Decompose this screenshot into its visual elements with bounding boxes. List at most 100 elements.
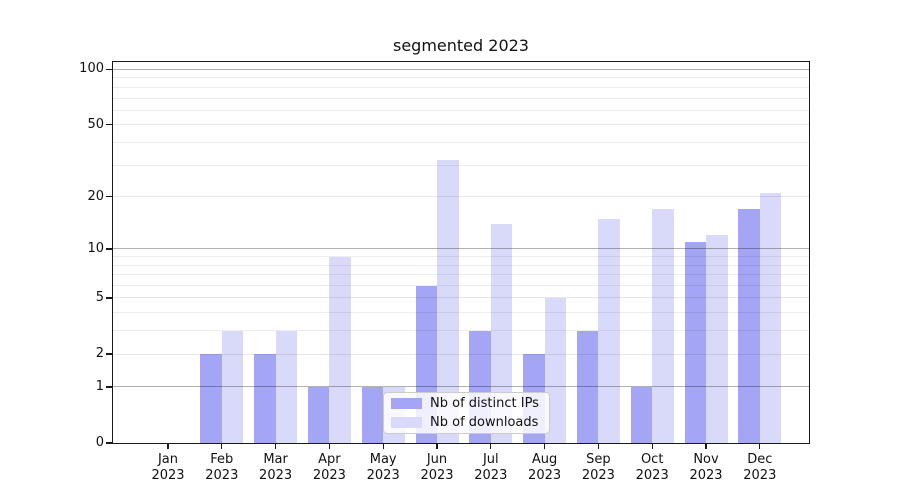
bar-distinct-ips-mar: [254, 354, 276, 443]
x-tick-year: 2023: [312, 467, 346, 483]
gridline-20: [113, 196, 809, 198]
y-tick-mark: [106, 297, 112, 299]
bar-downloads-feb: [221, 330, 244, 443]
x-tick-year: 2023: [366, 467, 400, 483]
x-tick-month: Nov: [693, 452, 719, 467]
legend: Nb of distinct IPs Nb of downloads: [383, 392, 550, 434]
x-tick-year: 2023: [151, 467, 185, 483]
grid-layer: [113, 62, 809, 443]
x-tick-month: Feb: [210, 452, 234, 467]
bar-distinct-ips-oct: [630, 386, 653, 443]
x-tick-year: 2023: [743, 467, 777, 483]
x-tick-month: Sep: [586, 452, 611, 467]
legend-label-distinct-ips: Nb of distinct IPs: [430, 396, 539, 411]
legend-swatch-downloads: [391, 417, 422, 428]
x-tick-month: Jan: [157, 452, 179, 467]
x-tick-mark: [651, 444, 653, 449]
x-tick-mark: [274, 444, 277, 449]
x-tick-month: Dec: [747, 452, 773, 467]
x-tick-label-aug: Aug 2023: [515, 452, 575, 483]
gridline-60: [113, 109, 809, 111]
x-tick-mark: [705, 444, 707, 449]
x-tick-mark: [490, 444, 492, 449]
gridline-7: [113, 274, 809, 276]
gridline-5: [113, 297, 809, 299]
gridline-3: [113, 330, 809, 332]
bar-distinct-ips-dec: [738, 209, 760, 443]
y-tick-mark: [106, 353, 112, 355]
gridline-40: [113, 141, 809, 143]
y-tick-label-0: 0: [95, 435, 104, 450]
legend-item-downloads: Nb of downloads: [391, 415, 542, 431]
x-tick-mark: [167, 444, 169, 449]
x-tick-year: 2023: [689, 467, 723, 483]
gridline-30: [113, 164, 809, 166]
bar-distinct-ips-apr: [307, 386, 330, 443]
gridline-50: [113, 124, 809, 126]
bar-downloads-jun: [437, 160, 459, 443]
x-tick-month: Jul: [482, 452, 499, 467]
gridline-6: [113, 285, 809, 287]
gridline-8: [113, 264, 809, 266]
bar-downloads-jul: [490, 223, 513, 443]
x-tick-month: Jun: [426, 452, 448, 467]
x-tick-mark: [543, 444, 546, 449]
x-tick-month: Oct: [640, 452, 664, 467]
x-tick-year: 2023: [635, 467, 669, 483]
y-tick-mark: [106, 248, 112, 250]
x-tick-label-oct: Oct 2023: [622, 452, 682, 483]
gridline-2: [113, 353, 809, 355]
x-tick-label-apr: Apr 2023: [299, 452, 359, 483]
y-tick-label-1: 1: [95, 378, 104, 394]
plot-area: Nb of distinct IPs Nb of downloads: [112, 61, 810, 444]
chart-title: segmented 2023: [393, 36, 529, 55]
x-tick-mark: [328, 444, 331, 449]
x-tick-mark: [221, 444, 223, 449]
bar-downloads-sep: [598, 218, 620, 443]
x-tick-label-dec: Dec 2023: [730, 452, 790, 483]
y-tick-mark: [106, 68, 112, 71]
y-tick-mark: [106, 124, 112, 126]
x-tick-label-feb: Feb 2023: [192, 452, 252, 483]
bar-downloads-dec: [759, 192, 782, 443]
x-tick-mark: [436, 444, 438, 449]
x-tick-label-jun: Jun 2023: [407, 452, 467, 483]
x-tick-label-mar: Mar 2023: [246, 452, 306, 483]
bar-downloads-mar: [275, 330, 298, 443]
x-tick-year: 2023: [259, 467, 293, 483]
legend-item-distinct-ips: Nb of distinct IPs: [391, 396, 542, 412]
y-tick-label-100: 100: [79, 61, 104, 77]
x-tick-year: 2023: [581, 467, 615, 483]
x-tick-label-jan: Jan 2023: [138, 452, 198, 483]
x-tick-label-jul: Jul 2023: [461, 452, 521, 483]
x-tick-month: Apr: [318, 452, 341, 467]
x-tick-month: May: [369, 452, 397, 467]
x-tick-month: Mar: [263, 452, 288, 467]
gridline-1: [113, 386, 809, 388]
gridline-10: [113, 248, 809, 250]
x-tick-year: 2023: [205, 467, 239, 483]
y-tick-mark: [106, 442, 112, 444]
gridline-90: [113, 77, 809, 79]
gridline-100: [113, 68, 809, 70]
x-tick-month: Aug: [531, 452, 558, 467]
bar-downloads-apr: [329, 256, 351, 443]
y-tick-label-50: 50: [87, 116, 104, 132]
gridline-70: [113, 97, 809, 99]
bar-distinct-ips-feb: [200, 354, 222, 443]
y-tick-label-10: 10: [87, 240, 104, 256]
x-tick-mark: [382, 444, 384, 449]
bar-distinct-ips-may: [361, 386, 384, 443]
bar-distinct-ips-nov: [684, 241, 706, 443]
y-tick-label-20: 20: [87, 188, 104, 204]
x-tick-year: 2023: [474, 467, 508, 483]
gridline-80: [113, 86, 809, 88]
bar-downloads-nov: [706, 235, 728, 443]
x-tick-label-sep: Sep 2023: [568, 452, 628, 483]
y-tick-label-5: 5: [95, 289, 104, 305]
y-tick-mark: [106, 386, 112, 388]
x-tick-label-nov: Nov 2023: [676, 452, 736, 483]
y-tick-label-2: 2: [95, 346, 104, 362]
x-tick-year: 2023: [420, 467, 454, 483]
